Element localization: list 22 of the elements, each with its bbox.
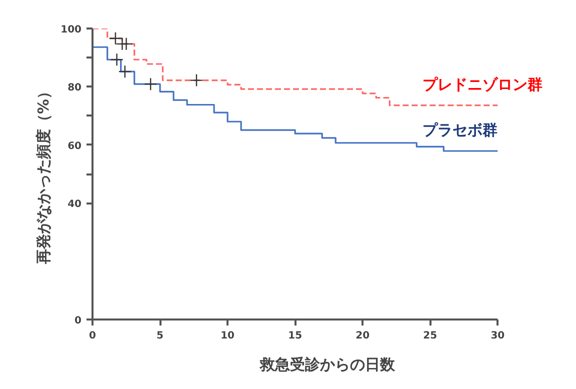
point (118, 64, 132, 78)
point (110, 53, 124, 66)
point (108, 32, 122, 45)
y-tick-label: 80 (68, 82, 82, 94)
x-tick-label: 20 (356, 330, 370, 342)
y-tick-label: 60 (68, 140, 82, 152)
x-tick-label: 0 (89, 330, 96, 342)
x-tick-label: 10 (220, 330, 235, 342)
y-tick-label: 100 (60, 24, 82, 36)
x-axis-title: 救急受診からの日数 (259, 356, 396, 374)
x-tick-label: 30 (490, 330, 505, 342)
y-axis-title: 再発がなかった頻度（%） (34, 84, 53, 266)
series-label: プレドニゾロン群 (422, 75, 543, 94)
series-label: プラセボ群 (422, 121, 498, 140)
x-tick-label: 5 (156, 330, 164, 342)
y-tick-label: 0 (74, 316, 82, 326)
point (144, 77, 158, 91)
point (120, 37, 133, 51)
y-tick-label: 40 (68, 199, 82, 210)
point (190, 74, 204, 87)
x-tick-label: 25 (423, 330, 438, 342)
x-tick-label: 15 (288, 330, 302, 342)
